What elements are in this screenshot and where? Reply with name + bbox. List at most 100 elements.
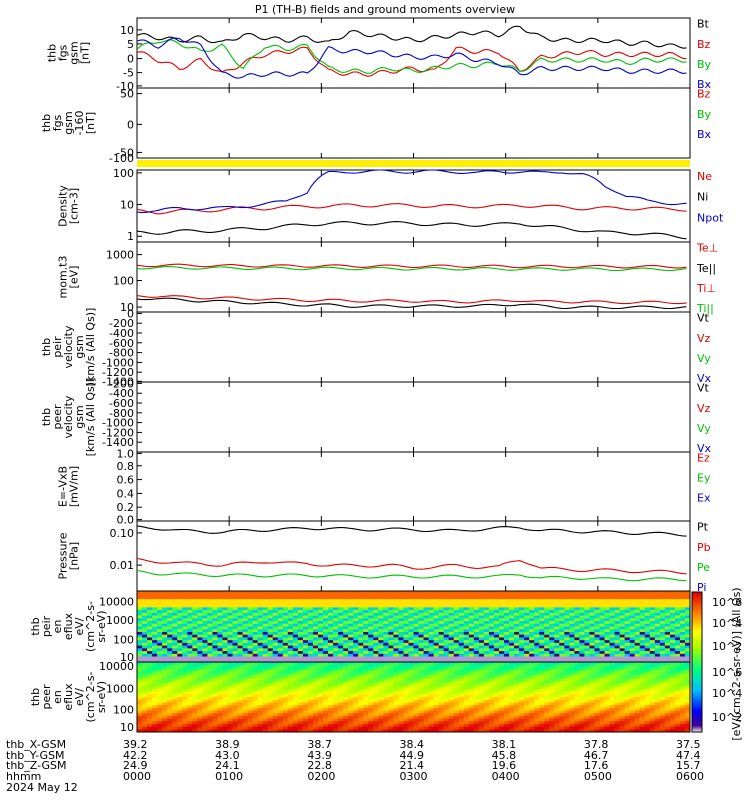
heatmap-cell (428, 656, 435, 660)
y-axis-label: eV/ (73, 688, 86, 706)
heatmap-cell (192, 631, 198, 636)
heatmap-cell (292, 686, 299, 690)
heatmap-cell (272, 686, 279, 690)
heatmap-cell (614, 662, 621, 666)
heatmap-cell (609, 656, 616, 660)
heatmap-cell (202, 702, 208, 706)
heatmap-cell (679, 697, 686, 701)
heatmap-cell (428, 621, 435, 625)
heatmap-cell (619, 659, 626, 663)
heatmap-cell (302, 670, 309, 674)
heatmap-cell (418, 621, 425, 625)
heatmap-cell (509, 599, 515, 603)
heatmap-cell (418, 656, 425, 660)
heatmap-cell (478, 640, 485, 644)
heatmap-cell (539, 599, 545, 603)
heatmap-cell (262, 672, 269, 676)
heatmap-cell (594, 621, 601, 625)
heatmap-cell (157, 691, 163, 695)
heatmap-cell (292, 705, 299, 709)
heatmap-cell (534, 697, 540, 701)
heatmap-cell (514, 631, 520, 636)
heatmap-cell (262, 656, 269, 660)
plot-title: P1 (TH-B) fields and ground moments over… (255, 3, 515, 16)
heatmap-cell (554, 629, 560, 633)
heatmap-cell (373, 678, 379, 682)
heatmap-cell (453, 702, 460, 706)
heatmap-cell (348, 675, 354, 679)
heatmap-cell (222, 694, 228, 698)
heatmap-cell (333, 640, 339, 644)
heatmap-cell (443, 631, 450, 636)
heatmap-cell (473, 675, 480, 679)
heatmap-cell (468, 629, 475, 633)
heatmap-cell (197, 618, 203, 622)
heatmap-cell (192, 699, 198, 703)
heatmap-cell (604, 621, 611, 625)
heatmap-cell (162, 634, 168, 638)
heatmap-cell (544, 621, 550, 625)
heatmap-cell (408, 642, 414, 647)
heatmap-cell (177, 601, 183, 606)
heatmap-cell (142, 596, 148, 600)
heatmap-cell (624, 702, 631, 706)
y-axis-label: gsm (73, 405, 86, 428)
heatmap-cell (644, 599, 651, 603)
heatmap-cell (302, 637, 309, 641)
heatmap-cell (323, 683, 329, 687)
heatmap-cell (559, 670, 565, 674)
heatmap-cell (418, 659, 425, 663)
heatmap-cell (343, 688, 349, 693)
heatmap-cell (252, 697, 259, 701)
heatmap-cell (287, 601, 294, 606)
heatmap-cell (649, 699, 656, 703)
panel-frame (136, 311, 691, 383)
heatmap-cell (217, 591, 223, 595)
y-tick-label: -200 (109, 317, 134, 330)
heatmap-cell (619, 686, 626, 690)
heatmap-cell (669, 631, 676, 636)
heatmap-cell (453, 599, 460, 603)
heatmap-cell (358, 612, 364, 617)
heatmap-cell (277, 621, 284, 625)
heatmap-cell (644, 664, 651, 668)
heatmap-cell (343, 642, 349, 647)
y-axis-label: thb (40, 408, 53, 426)
heatmap-cell (408, 637, 414, 641)
heatmap-cell (398, 651, 404, 655)
heatmap-cell (539, 637, 545, 641)
heatmap-cell (373, 599, 379, 603)
heatmap-cell (483, 694, 490, 698)
heatmap-cell (418, 604, 425, 608)
heatmap-cell (262, 651, 269, 655)
heatmap-cell (503, 626, 510, 630)
heatmap-cell (664, 651, 671, 655)
heatmap-cell (679, 599, 686, 603)
y-tick-label: 1 (127, 230, 134, 243)
heatmap-cell (157, 678, 163, 682)
heatmap-cell (348, 618, 354, 622)
heatmap-cell (478, 612, 485, 617)
heatmap-cell (202, 683, 208, 687)
heatmap-cell (498, 667, 505, 671)
heatmap-cell (559, 593, 565, 597)
heatmap-cell (664, 621, 671, 625)
heatmap-cell (317, 591, 324, 595)
heatmap-cell (448, 672, 455, 676)
heatmap-cell (463, 601, 470, 606)
heatmap-cell (448, 610, 455, 614)
heatmap-cell (142, 651, 148, 655)
heatmap-cell (554, 675, 560, 679)
heatmap-cell (674, 591, 681, 595)
heatmap-cell (373, 653, 379, 658)
heatmap-cell (529, 686, 535, 690)
heatmap-cell (524, 591, 530, 595)
heatmap-cell (353, 656, 359, 660)
heatmap-cell (257, 634, 264, 638)
heatmap-cell (252, 615, 259, 619)
heatmap-cell (287, 610, 294, 614)
heatmap-cell (177, 599, 183, 603)
heatmap-cell (157, 662, 163, 666)
heatmap-cell (539, 688, 545, 693)
heatmap-cell (162, 596, 168, 600)
